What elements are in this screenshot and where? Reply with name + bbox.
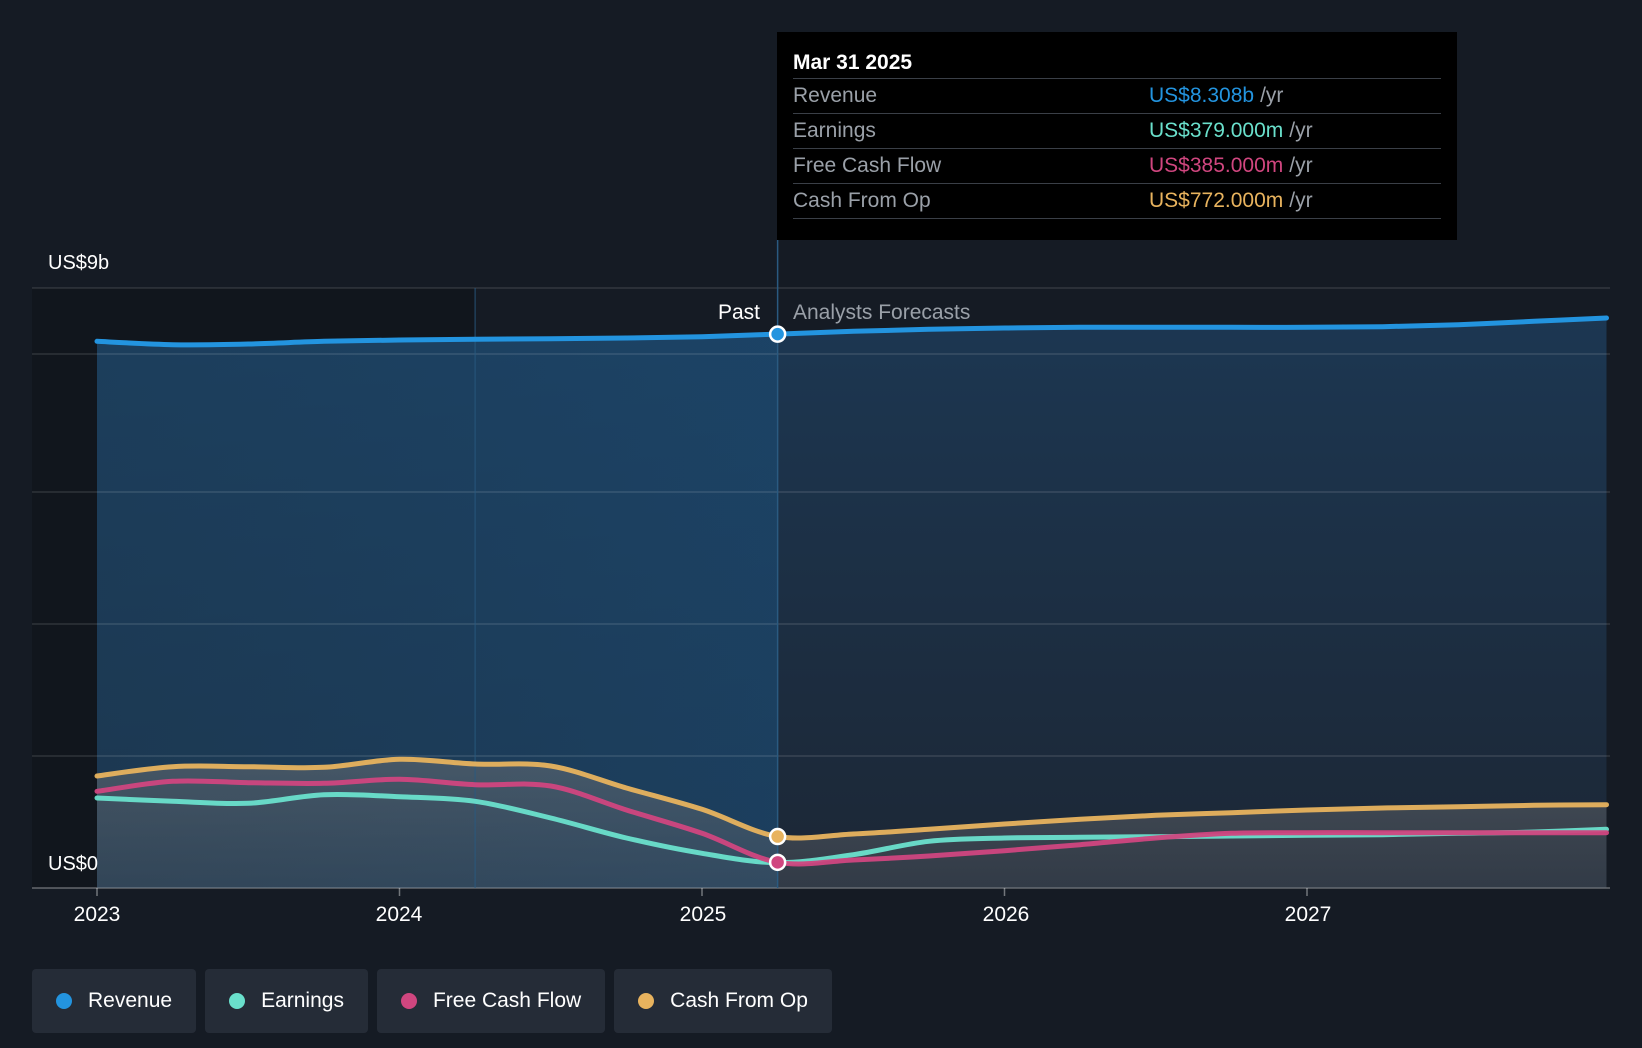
tooltip-row-unit: /yr xyxy=(1260,84,1284,107)
tooltip-row-value: US$379.000m xyxy=(1149,119,1284,142)
marker-free-cash-flow xyxy=(768,853,787,872)
forecast-label: Analysts Forecasts xyxy=(793,301,971,324)
legend-label: Earnings xyxy=(261,989,344,1012)
legend-label: Cash From Op xyxy=(670,989,808,1012)
tooltip-row-name: Free Cash Flow xyxy=(793,154,942,177)
tooltip-date: Mar 31 2025 xyxy=(793,48,1441,79)
x-tick-label-2027: 2027 xyxy=(1284,903,1332,926)
legend-dot-icon xyxy=(56,993,72,1009)
tooltip-row-value: US$8.308b xyxy=(1149,84,1255,107)
tooltip-row-value: US$385.000m xyxy=(1149,154,1284,177)
past-area-fill xyxy=(97,334,778,888)
legend-item-earnings[interactable]: Earnings xyxy=(205,969,368,1033)
tooltip-row-name: Earnings xyxy=(793,119,876,142)
legend: Revenue Earnings Free Cash Flow Cash Fro… xyxy=(32,969,832,1033)
tooltip-row-value: US$772.000m xyxy=(1149,189,1284,212)
tooltip-row-earnings: Earnings US$379.000m /yr xyxy=(793,114,1441,149)
tooltip-row-unit: /yr xyxy=(1289,119,1313,142)
tooltip-row-name: Cash From Op xyxy=(793,189,931,212)
y-axis-max-label: US$9b xyxy=(48,252,110,274)
legend-label: Free Cash Flow xyxy=(432,989,582,1012)
legend-item-cash-from-op[interactable]: Cash From Op xyxy=(614,969,832,1033)
series-line-cash-from-op xyxy=(94,756,1609,841)
tooltip: Mar 31 2025 Revenue US$8.308b /yr Earnin… xyxy=(777,32,1457,240)
past-label: Past xyxy=(717,301,760,324)
x-tick-label-2025: 2025 xyxy=(679,903,727,926)
tooltip-row-name: Revenue xyxy=(793,84,878,107)
marker-cash-from-op xyxy=(768,827,787,846)
legend-item-free-cash-flow[interactable]: Free Cash Flow xyxy=(376,969,606,1033)
tooltip-row-revenue: Revenue US$8.308b /yr xyxy=(793,79,1441,114)
x-tick-label-2026: 2026 xyxy=(982,903,1030,926)
series-line-free-cash-flow xyxy=(94,776,1609,867)
y-axis-min-label: US$0 xyxy=(48,853,99,875)
marker-revenue xyxy=(768,325,787,343)
tooltip-row-unit: /yr xyxy=(1289,154,1313,177)
legend-dot-icon xyxy=(400,993,417,1009)
x-tick-label-2024: 2024 xyxy=(375,903,423,926)
legend-dot-icon xyxy=(229,993,246,1009)
tooltip-row-unit: /yr xyxy=(1289,189,1313,212)
legend-label: Revenue xyxy=(88,989,173,1012)
tooltip-row-cash-from-op: Cash From Op US$772.000m /yr xyxy=(793,184,1441,219)
tooltip-row-free-cash-flow: Free Cash Flow US$385.000m /yr xyxy=(793,149,1441,184)
x-tick-label-2023: 2023 xyxy=(73,903,121,926)
legend-dot-icon xyxy=(638,993,655,1009)
series-line-revenue xyxy=(94,315,1609,348)
legend-item-revenue[interactable]: Revenue xyxy=(32,969,197,1033)
